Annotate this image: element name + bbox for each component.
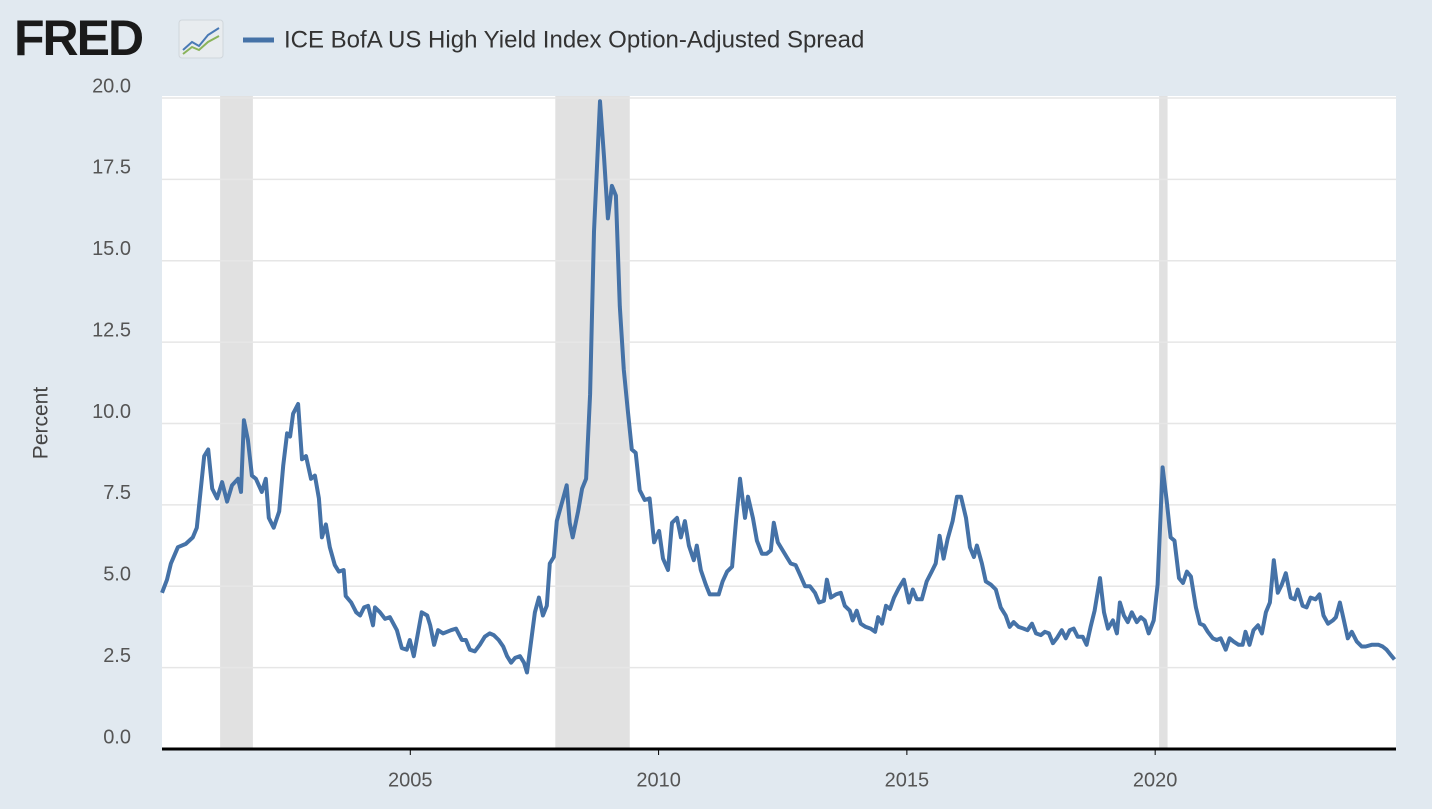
x-tick-label: 2010 — [636, 769, 681, 791]
y-tick-label: 2.5 — [103, 645, 131, 667]
y-axis-label: Percent — [30, 387, 53, 460]
y-tick-label: 10.0 — [92, 401, 131, 423]
plot-area — [162, 96, 1396, 749]
y-tick-label: 15.0 — [92, 238, 131, 260]
recession-band — [555, 96, 630, 749]
x-tick-label: 2020 — [1133, 769, 1178, 791]
x-tick-label: 2005 — [388, 769, 433, 791]
y-tick-label: 17.5 — [92, 157, 131, 179]
recession-band — [220, 96, 253, 749]
y-tick-label: 12.5 — [92, 319, 131, 341]
y-tick-label: 7.5 — [103, 482, 131, 504]
y-tick-label: 20.0 — [92, 75, 131, 97]
series-line — [160, 99, 1397, 675]
legend-label: ICE BofA US High Yield Index Option-Adju… — [284, 26, 864, 53]
logo-icon — [178, 19, 224, 59]
x-tick-label: 2015 — [885, 769, 930, 791]
logo: FRED — [14, 10, 143, 66]
recession-band — [1159, 96, 1168, 749]
y-tick-label: 5.0 — [103, 564, 131, 586]
y-tick-label: 0.0 — [103, 726, 131, 748]
